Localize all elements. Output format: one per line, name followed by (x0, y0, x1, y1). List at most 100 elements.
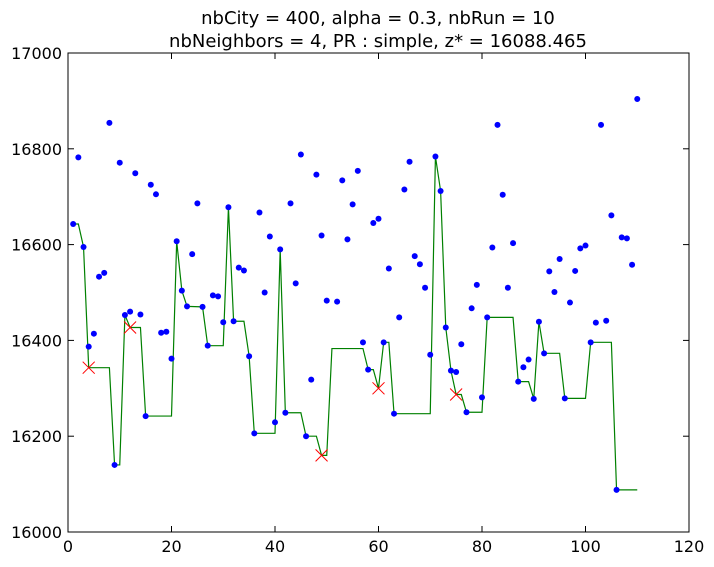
data-point-68 (427, 351, 434, 358)
best-marker-stroke (372, 381, 385, 395)
data-point-82 (499, 191, 506, 198)
data-point-55 (359, 339, 366, 346)
data-point-93 (556, 255, 563, 262)
data-point-25 (199, 303, 206, 310)
data-point-39 (272, 419, 278, 426)
data-point-99 (587, 339, 594, 346)
best-marker-stroke (123, 321, 137, 334)
x-tick-label: 0 (63, 537, 73, 556)
data-point-22 (184, 303, 191, 310)
data-point-20 (173, 238, 180, 245)
chart-title-line2: nbNeighbors = 4, PR : simple, z* = 16088… (169, 31, 587, 52)
data-point-19 (168, 355, 175, 362)
data-point-34 (246, 353, 253, 360)
data-point-63 (401, 186, 408, 193)
data-point-98 (582, 242, 589, 249)
data-point-10 (121, 312, 128, 319)
data-point-62 (396, 314, 403, 321)
best-marker-stroke (82, 361, 96, 375)
data-point-65 (411, 253, 418, 260)
y-tick-label: 16200 (11, 427, 62, 446)
data-point-49 (323, 297, 330, 304)
y-tick-label: 16000 (11, 523, 62, 542)
data-point-21 (178, 287, 185, 294)
data-point-101 (598, 121, 605, 128)
data-point-100 (592, 319, 599, 326)
data-point-24 (194, 200, 201, 207)
data-point-66 (416, 261, 423, 268)
data-point-14 (142, 413, 149, 420)
data-point-103 (608, 212, 615, 219)
data-point-46 (308, 376, 315, 383)
series-line (73, 156, 638, 491)
data-point-38 (266, 233, 273, 240)
data-point-30 (225, 204, 232, 211)
data-point-4 (90, 330, 97, 337)
best-marker-1 (123, 321, 137, 334)
data-point-89 (535, 318, 542, 325)
data-point-83 (504, 284, 511, 291)
data-point-105 (618, 234, 625, 241)
data-point-108 (634, 95, 641, 102)
data-point-26 (204, 342, 211, 349)
x-tick-label: 120 (674, 537, 705, 556)
data-point-5 (96, 273, 103, 280)
data-point-94 (561, 395, 568, 402)
chart-title-line1: nbCity = 400, alpha = 0.3, nbRun = 10 (201, 8, 555, 29)
data-point-107 (629, 261, 636, 268)
best-marker-4 (449, 388, 463, 401)
best-marker-stroke (449, 388, 463, 401)
data-point-92 (551, 289, 558, 296)
data-point-1 (75, 154, 82, 161)
data-point-16 (152, 191, 159, 198)
data-point-80 (489, 244, 496, 251)
data-point-7 (106, 119, 113, 126)
data-point-84 (510, 240, 517, 247)
x-tick-label: 40 (265, 537, 285, 556)
data-point-58 (375, 215, 382, 222)
data-point-76 (468, 305, 475, 312)
data-point-40 (277, 246, 284, 253)
y-tick-label: 16400 (11, 331, 62, 350)
plot-points-layer (70, 95, 641, 493)
data-point-79 (484, 314, 491, 321)
data-point-97 (577, 245, 584, 252)
data-point-52 (344, 236, 351, 243)
data-point-72 (447, 367, 454, 374)
data-point-27 (209, 292, 216, 299)
data-point-95 (566, 299, 573, 306)
x-tick-label: 80 (472, 537, 492, 556)
data-point-56 (365, 366, 372, 373)
x-tick-label: 20 (161, 537, 181, 556)
data-point-48 (318, 232, 325, 239)
data-point-45 (303, 433, 310, 440)
data-point-57 (370, 220, 377, 227)
data-point-74 (458, 341, 465, 348)
data-point-54 (354, 167, 361, 174)
data-point-15 (147, 181, 154, 188)
x-tick-label: 60 (368, 537, 388, 556)
data-point-59 (380, 339, 387, 346)
y-tick-label: 16600 (11, 236, 62, 255)
data-point-64 (406, 158, 413, 165)
plot-line-layer (73, 156, 638, 491)
data-point-60 (385, 265, 392, 272)
best-marker-2 (315, 449, 328, 462)
data-point-3 (85, 343, 92, 350)
data-point-17 (158, 329, 165, 336)
data-point-13 (137, 311, 144, 318)
data-point-31 (230, 318, 237, 325)
data-point-50 (334, 298, 341, 305)
data-point-91 (546, 268, 553, 275)
data-point-53 (349, 201, 356, 208)
x-tick-label: 100 (570, 537, 601, 556)
data-point-70 (437, 187, 444, 194)
data-point-51 (339, 177, 346, 184)
data-point-2 (80, 244, 87, 250)
data-point-88 (530, 395, 537, 402)
data-point-6 (101, 269, 108, 276)
data-point-106 (623, 235, 630, 242)
data-point-9 (116, 159, 123, 166)
plot-frame (67, 52, 690, 533)
